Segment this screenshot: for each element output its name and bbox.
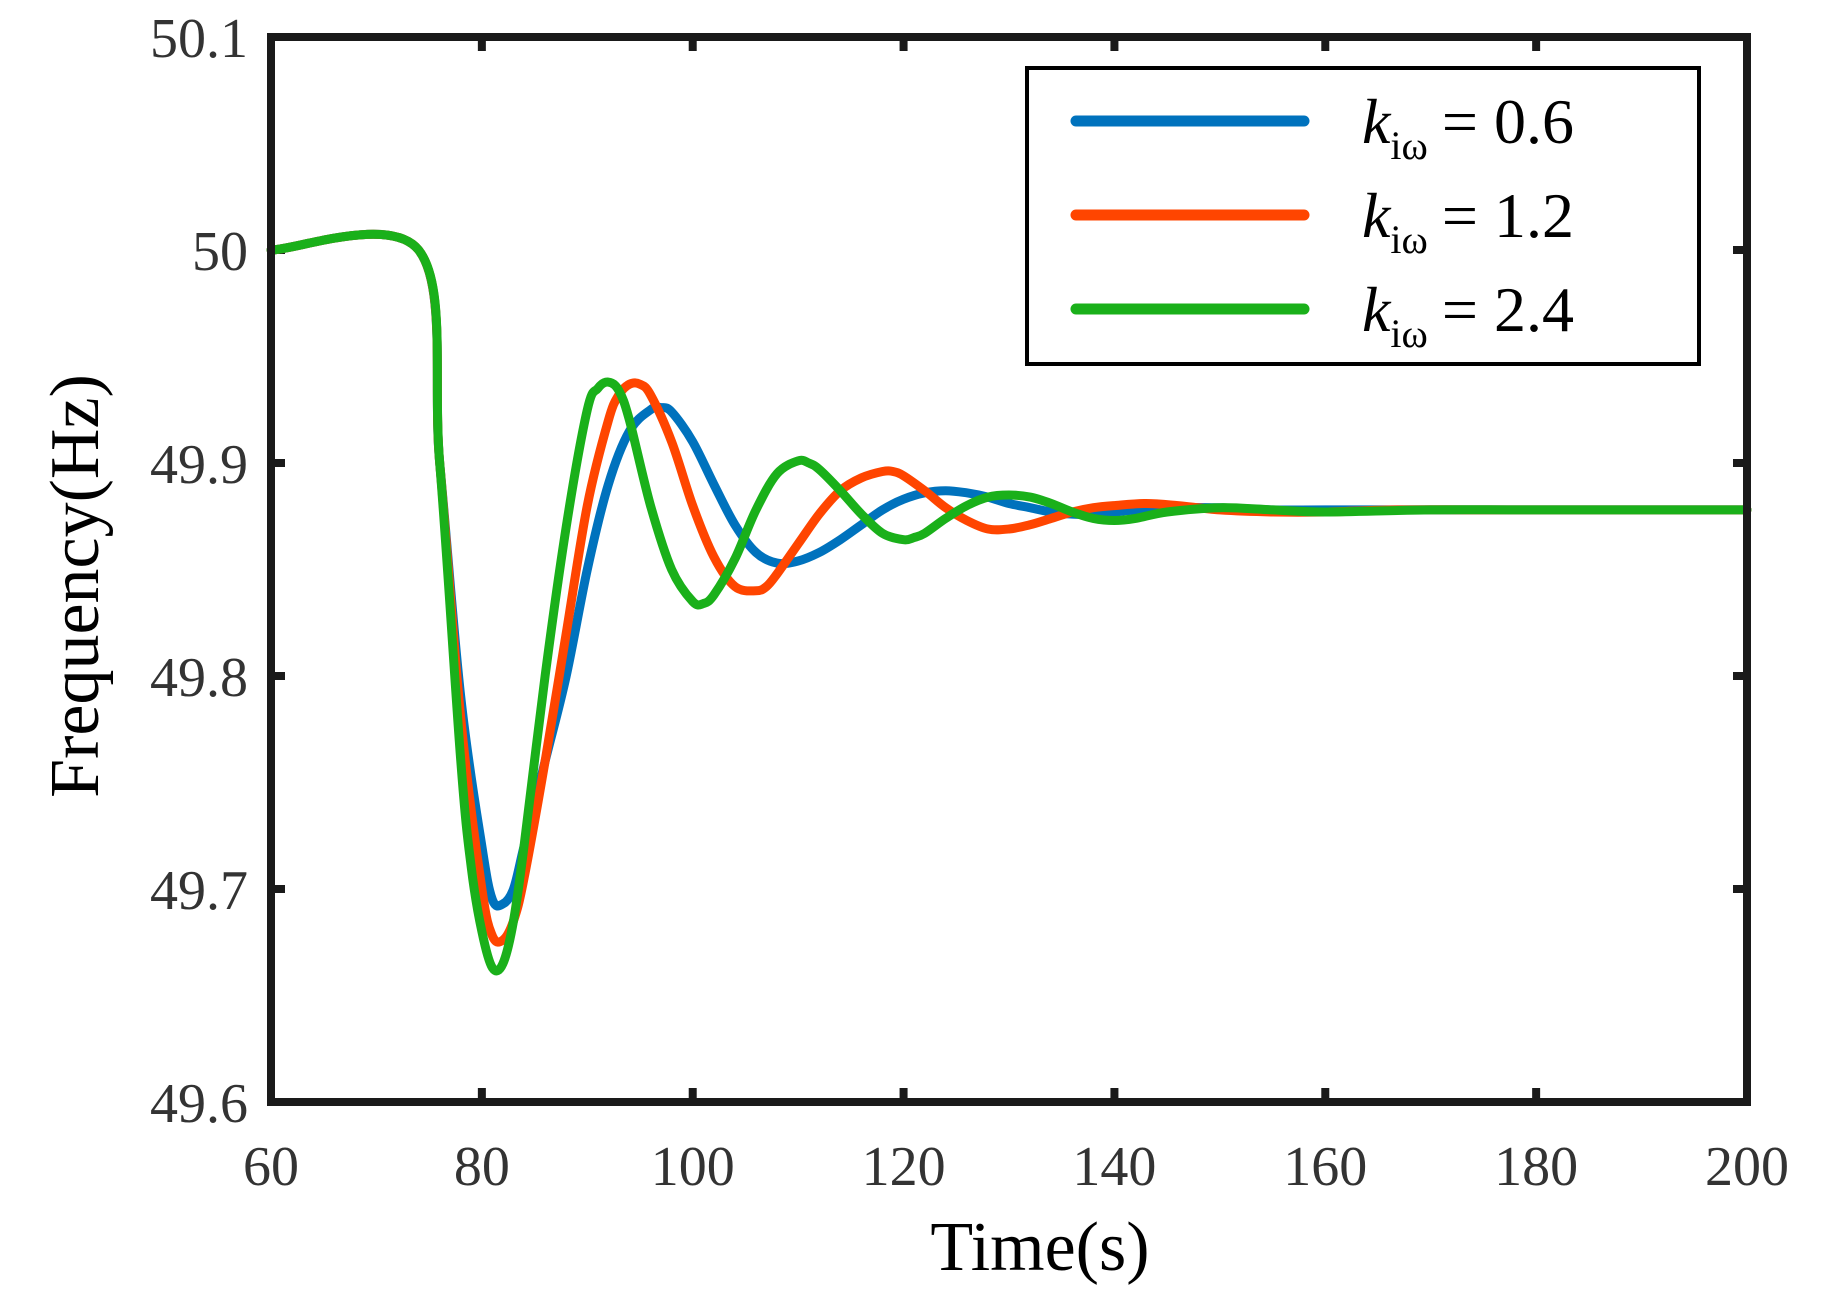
legend: kiω = 0.6 kiω = 1.2 kiω = 2.4 <box>1025 66 1701 366</box>
legend-label-1-2: kiω = 1.2 <box>1362 180 1574 262</box>
y-tick-label: 49.6 <box>150 1073 248 1135</box>
y-tick-label: 50.1 <box>150 8 248 70</box>
series-line-1-2 <box>266 229 1752 947</box>
x-tick-label: 60 <box>243 1136 299 1198</box>
tick-labels: 60 80 100 120 140 160 180 200 49.6 49.7 49.8 49.9 50… <box>150 8 1789 1198</box>
x-tick-label: 120 <box>862 1136 946 1198</box>
legend-label-2-4: kiω = 2.4 <box>1362 274 1574 356</box>
x-tick-label: 100 <box>651 1136 735 1198</box>
x-tick-label: 200 <box>1705 1136 1789 1198</box>
data-series <box>266 229 1752 976</box>
x-tick-label: 80 <box>454 1136 510 1198</box>
plot-frame <box>267 33 1751 1106</box>
x-tick-label: 140 <box>1072 1136 1156 1198</box>
legend-label-0-6: kiω = 0.6 <box>1362 86 1574 168</box>
y-tick-label: 49.8 <box>150 647 248 709</box>
y-tick-label: 49.7 <box>150 860 248 922</box>
x-tick-label: 160 <box>1283 1136 1367 1198</box>
x-tick-label: 180 <box>1494 1136 1578 1198</box>
y-axis-title: Frequency(Hz) <box>37 374 114 798</box>
y-tick-label: 50 <box>192 221 248 283</box>
y-tick-label: 49.9 <box>150 434 248 496</box>
x-axis-title: Time(s) <box>930 1209 1149 1286</box>
series-line-2-4 <box>266 229 1752 976</box>
